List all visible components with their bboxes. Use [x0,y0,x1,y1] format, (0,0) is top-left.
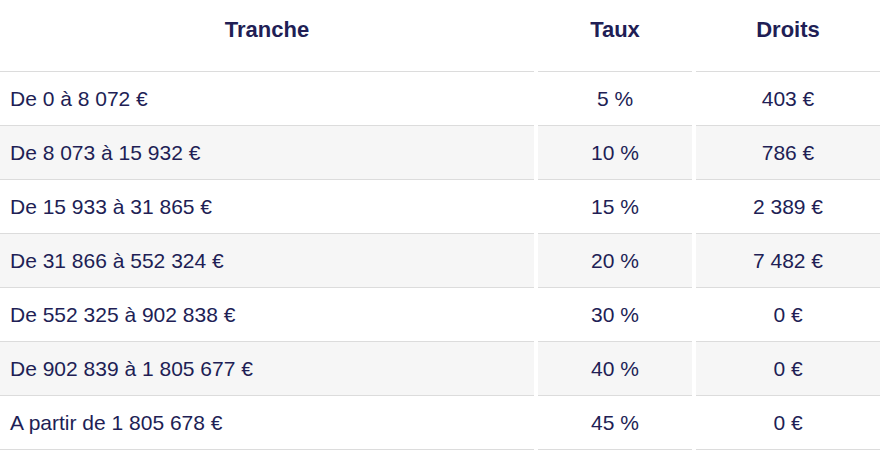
table-row: De 902 839 à 1 805 677 € 40 % 0 € [0,341,880,395]
table-header-row: Tranche Taux Droits [0,0,880,71]
cell-tranche: A partir de 1 805 678 € [0,395,534,450]
cell-taux: 15 % [538,179,692,233]
cell-tranche: De 15 933 à 31 865 € [0,179,534,233]
cell-droits: 2 389 € [696,179,880,233]
cell-taux: 40 % [538,341,692,395]
tax-table: Tranche Taux Droits De 0 à 8 072 € 5 % 4… [0,0,880,450]
header-cell-tranche: Tranche [0,0,534,71]
header-cell-droits: Droits [696,0,880,71]
cell-tranche: De 552 325 à 902 838 € [0,287,534,341]
cell-taux: 45 % [538,395,692,450]
cell-droits: 786 € [696,125,880,179]
table-row: De 31 866 à 552 324 € 20 % 7 482 € [0,233,880,287]
cell-droits: 0 € [696,287,880,341]
cell-tranche: De 31 866 à 552 324 € [0,233,534,287]
cell-droits: 403 € [696,71,880,125]
cell-tranche: De 902 839 à 1 805 677 € [0,341,534,395]
table-row: A partir de 1 805 678 € 45 % 0 € [0,395,880,450]
header-cell-taux: Taux [538,0,692,71]
table-row: De 0 à 8 072 € 5 % 403 € [0,71,880,125]
cell-tranche: De 8 073 à 15 932 € [0,125,534,179]
table-row: De 8 073 à 15 932 € 10 % 786 € [0,125,880,179]
table-row: De 552 325 à 902 838 € 30 % 0 € [0,287,880,341]
cell-droits: 0 € [696,341,880,395]
cell-taux: 20 % [538,233,692,287]
cell-taux: 10 % [538,125,692,179]
cell-taux: 5 % [538,71,692,125]
tax-brackets-page: Tranche Taux Droits De 0 à 8 072 € 5 % 4… [0,0,880,458]
cell-droits: 7 482 € [696,233,880,287]
table-row: De 15 933 à 31 865 € 15 % 2 389 € [0,179,880,233]
cell-droits: 0 € [696,395,880,450]
cell-tranche: De 0 à 8 072 € [0,71,534,125]
cell-taux: 30 % [538,287,692,341]
